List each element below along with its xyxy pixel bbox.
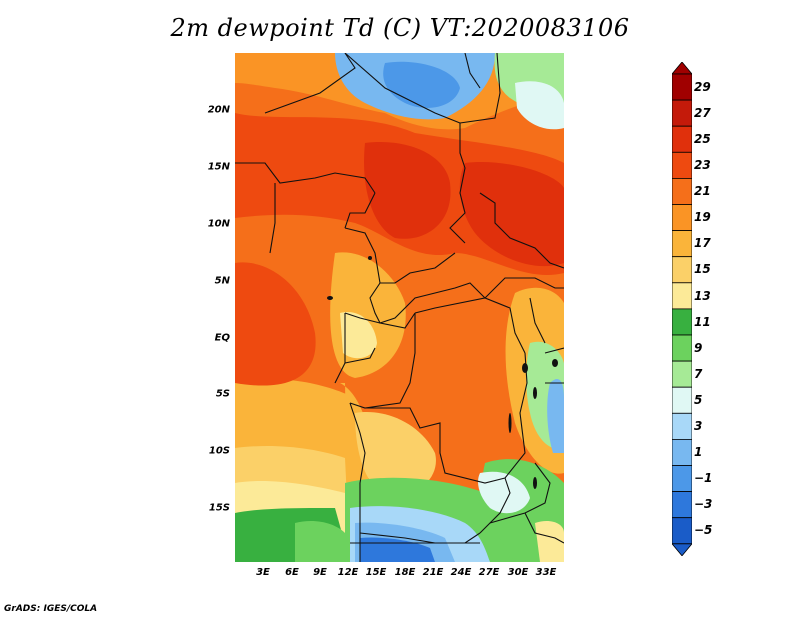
colorbar-label-9: 9	[694, 341, 703, 355]
colorbar-label-7: 7	[694, 367, 703, 381]
x-label-9e: 9E	[313, 567, 327, 578]
colorbar-segment	[672, 360, 692, 388]
colorbar-label-1: 1	[694, 445, 703, 459]
grads-credit: GrADS: IGES/COLA	[4, 604, 98, 614]
colorbar-segment	[672, 282, 692, 310]
y-label-5n: 5N	[214, 275, 230, 287]
colorbar-segment	[672, 151, 692, 179]
sudan-hot-zone	[459, 162, 564, 267]
x-label-30e: 30E	[507, 567, 529, 578]
colorbar-label-minus3: −3	[694, 497, 713, 511]
colorbar-label-19: 19	[694, 210, 711, 224]
colorbar-segment	[672, 73, 692, 101]
y-label-eq: EQ	[214, 332, 230, 344]
colorbar-segment	[672, 256, 692, 284]
dewpoint-map	[235, 53, 564, 562]
colorbar-segment	[672, 517, 692, 545]
colorbar-segment	[672, 178, 692, 205]
y-label-10s: 10S	[208, 445, 230, 457]
x-label-21e: 21E	[422, 567, 444, 578]
y-label-20n: 20N	[207, 104, 230, 116]
colorbar-label-17: 17	[694, 236, 711, 250]
colorbar-top-arrow	[672, 62, 692, 75]
colorbar-segment	[672, 308, 692, 336]
colorbar	[672, 62, 692, 556]
colorbar-segment	[672, 204, 692, 232]
colorbar-segment	[672, 125, 692, 153]
colorbar-label-29: 29	[694, 80, 711, 94]
map-title: 2m dewpoint Td (C) VT:2020083106	[170, 14, 630, 42]
egypt-pale-zone	[515, 81, 564, 130]
lakes	[327, 256, 558, 489]
colorbar-label-3: 3	[694, 419, 703, 433]
cameroon-pale-zone	[340, 312, 377, 359]
colorbar-segment	[672, 465, 692, 493]
southwest-light-green-zone	[295, 521, 347, 562]
gulf-of-guinea-zone	[235, 262, 316, 386]
zambia-pale-zone	[478, 471, 530, 514]
colorbar-label-minus5: −5	[694, 523, 713, 537]
colorbar-label-11: 11	[694, 315, 711, 329]
x-label-15e: 15E	[365, 567, 387, 578]
colorbar-label-21: 21	[694, 184, 711, 198]
angola-west-zone	[340, 383, 371, 500]
colorbar-label-15: 15	[694, 262, 711, 276]
country-borders	[235, 53, 564, 562]
colorbar-segment	[672, 438, 692, 466]
colorbar-segment	[672, 491, 692, 519]
x-label-18e: 18E	[394, 567, 416, 578]
colorbar-label-23: 23	[694, 158, 711, 172]
chad-hot-zone	[364, 142, 451, 239]
x-label-33e: 33E	[535, 567, 557, 578]
colorbar-segment	[672, 230, 692, 258]
colorbar-label-25: 25	[694, 132, 711, 146]
colorbar-label-13: 13	[694, 289, 711, 303]
kenya-blue-zone	[547, 378, 564, 453]
colorbar-label-27: 27	[694, 106, 711, 120]
colorbar-segment	[672, 412, 692, 440]
y-label-10n: 10N	[207, 218, 230, 230]
colorbar-label-minus1: −1	[694, 471, 713, 485]
colorbar-bottom-arrow	[672, 543, 692, 556]
colorbar-segment	[672, 99, 692, 127]
x-label-24e: 24E	[450, 567, 472, 578]
colorbar-label-5: 5	[694, 393, 703, 407]
x-label-6e: 6E	[285, 567, 299, 578]
colorbar-segment	[672, 334, 692, 362]
mozambique-pale-zone	[535, 521, 564, 562]
colorbar-segment	[672, 386, 692, 414]
x-label-12e: 12E	[337, 567, 359, 578]
x-label-3e: 3E	[256, 567, 270, 578]
y-label-5s: 5S	[215, 388, 230, 400]
x-label-27e: 27E	[478, 567, 500, 578]
angola-zone	[355, 412, 436, 498]
namibia-dark-blue-zone	[360, 537, 435, 562]
y-label-15s: 15S	[208, 502, 230, 514]
y-label-15n: 15N	[207, 161, 230, 173]
